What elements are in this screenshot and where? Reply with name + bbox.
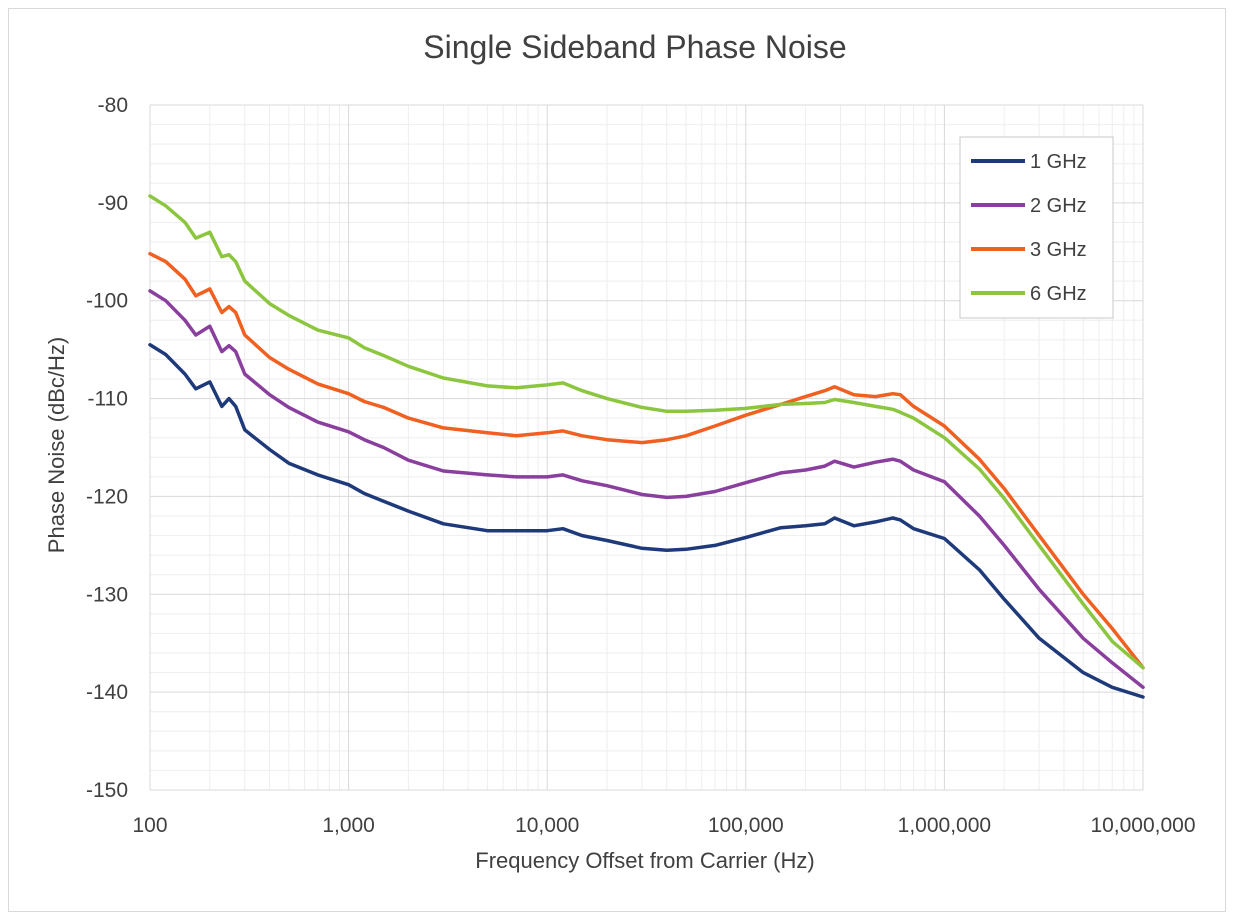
chart-title: Single Sideband Phase Noise: [423, 29, 846, 65]
grid: [149, 104, 1144, 791]
series-line-6-ghz: [148, 194, 1145, 670]
x-tick-label: 100: [132, 814, 167, 837]
y-tick-label: -110: [88, 388, 128, 411]
y-tick-label: -120: [86, 485, 128, 508]
y-tick-label: -90: [98, 192, 128, 215]
y-tick-label: -140: [86, 681, 128, 704]
series-line-1-ghz: [148, 343, 1145, 699]
x-tick-label: 10,000: [515, 814, 579, 837]
x-tick-label: 1,000,000: [898, 814, 991, 837]
series-lines: [148, 194, 1145, 699]
y-tick-label: -80: [98, 94, 128, 117]
legend: 1 GHz 2 GHz 3 GHz 6 GHz: [959, 136, 1114, 319]
legend-label: 3 GHz: [1030, 239, 1087, 261]
x-axis-title: Frequency Offset from Carrier (Hz): [475, 848, 814, 873]
legend-label: 6 GHz: [1030, 283, 1087, 305]
series-line-3-ghz: [148, 251, 1145, 670]
y-tick-label: -130: [86, 583, 128, 606]
legend-label: 1 GHz: [1030, 151, 1087, 173]
series-line-2-ghz: [148, 289, 1145, 690]
x-tick-label: 1,000: [322, 814, 375, 837]
y-tick-label: -150: [86, 779, 128, 802]
y-tick-label: -100: [86, 290, 128, 313]
x-tick-label: 100,000: [708, 814, 784, 837]
legend-label: 2 GHz: [1030, 195, 1087, 217]
x-tick-label: 10,000,000: [1090, 814, 1195, 837]
axes: 100 1,000 10,000 100,000 1,000,000 10,000,000…: [86, 94, 1196, 837]
y-axis-title: Phase Noise (dBc/Hz): [44, 337, 69, 553]
legend-box: [959, 136, 1114, 319]
